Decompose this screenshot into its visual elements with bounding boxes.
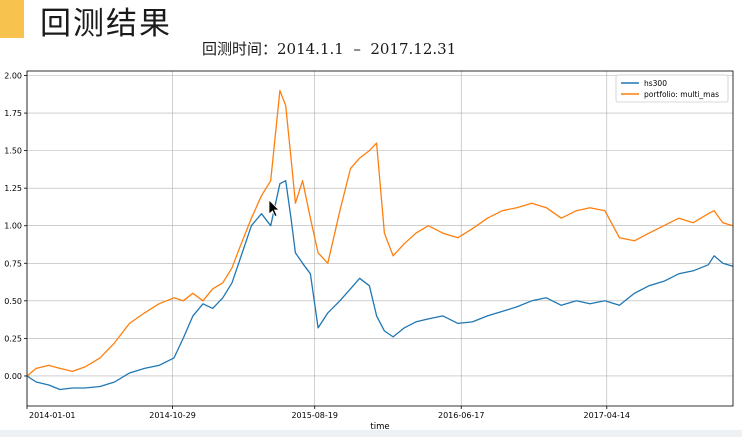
- slide-title: 回测结果: [40, 6, 172, 42]
- y-tick-label: 0.25: [4, 334, 22, 343]
- y-tick-label: 1.25: [4, 184, 22, 193]
- accent-block: [0, 0, 24, 38]
- series-line-hs300: [26, 180, 734, 391]
- x-tick-label: 2014-10-29: [149, 411, 196, 420]
- y-tick-label: 0.75: [4, 259, 22, 268]
- legend-label: portfolio: multi_mas: [644, 90, 719, 99]
- y-tick-label: 1.75: [4, 109, 22, 118]
- y-tick-label: 2.00: [4, 72, 22, 81]
- series-line-portfolio: [26, 89, 734, 377]
- y-tick-label: 0.50: [4, 297, 22, 306]
- x-tick-label: 2017-04-14: [584, 411, 631, 420]
- y-axis-ticks: 0.00 0.25 0.50 0.75 1.00 1.25 1.50 1.75 2.00: [4, 72, 27, 381]
- bottom-strip: [0, 430, 742, 437]
- plot-frame: [26, 70, 734, 407]
- x-tick-label: 2014-01-01: [29, 411, 76, 420]
- backtest-period-subtitle: 回测时间：2014.1.1 – 2017.12.31: [202, 40, 457, 58]
- y-tick-label: 1.50: [4, 147, 22, 156]
- x-axis-ticks: 2014-01-01 2014-10-29 2015-08-19 2016-06-17…: [26, 406, 631, 420]
- series-layer: [26, 89, 734, 391]
- mouse-cursor-icon: [268, 199, 280, 218]
- x-tick-label: 2015-08-19: [291, 411, 338, 420]
- legend-label: hs300: [644, 79, 667, 88]
- y-tick-label: 0.00: [4, 372, 22, 381]
- x-tick-label: 2016-06-17: [438, 411, 485, 420]
- grid-layer: [26, 71, 733, 406]
- y-tick-label: 1.00: [4, 222, 22, 231]
- legend-box: [615, 74, 729, 103]
- legend: hs300 portfolio: multi_mas: [615, 74, 729, 103]
- x-axis-label: time: [370, 422, 389, 432]
